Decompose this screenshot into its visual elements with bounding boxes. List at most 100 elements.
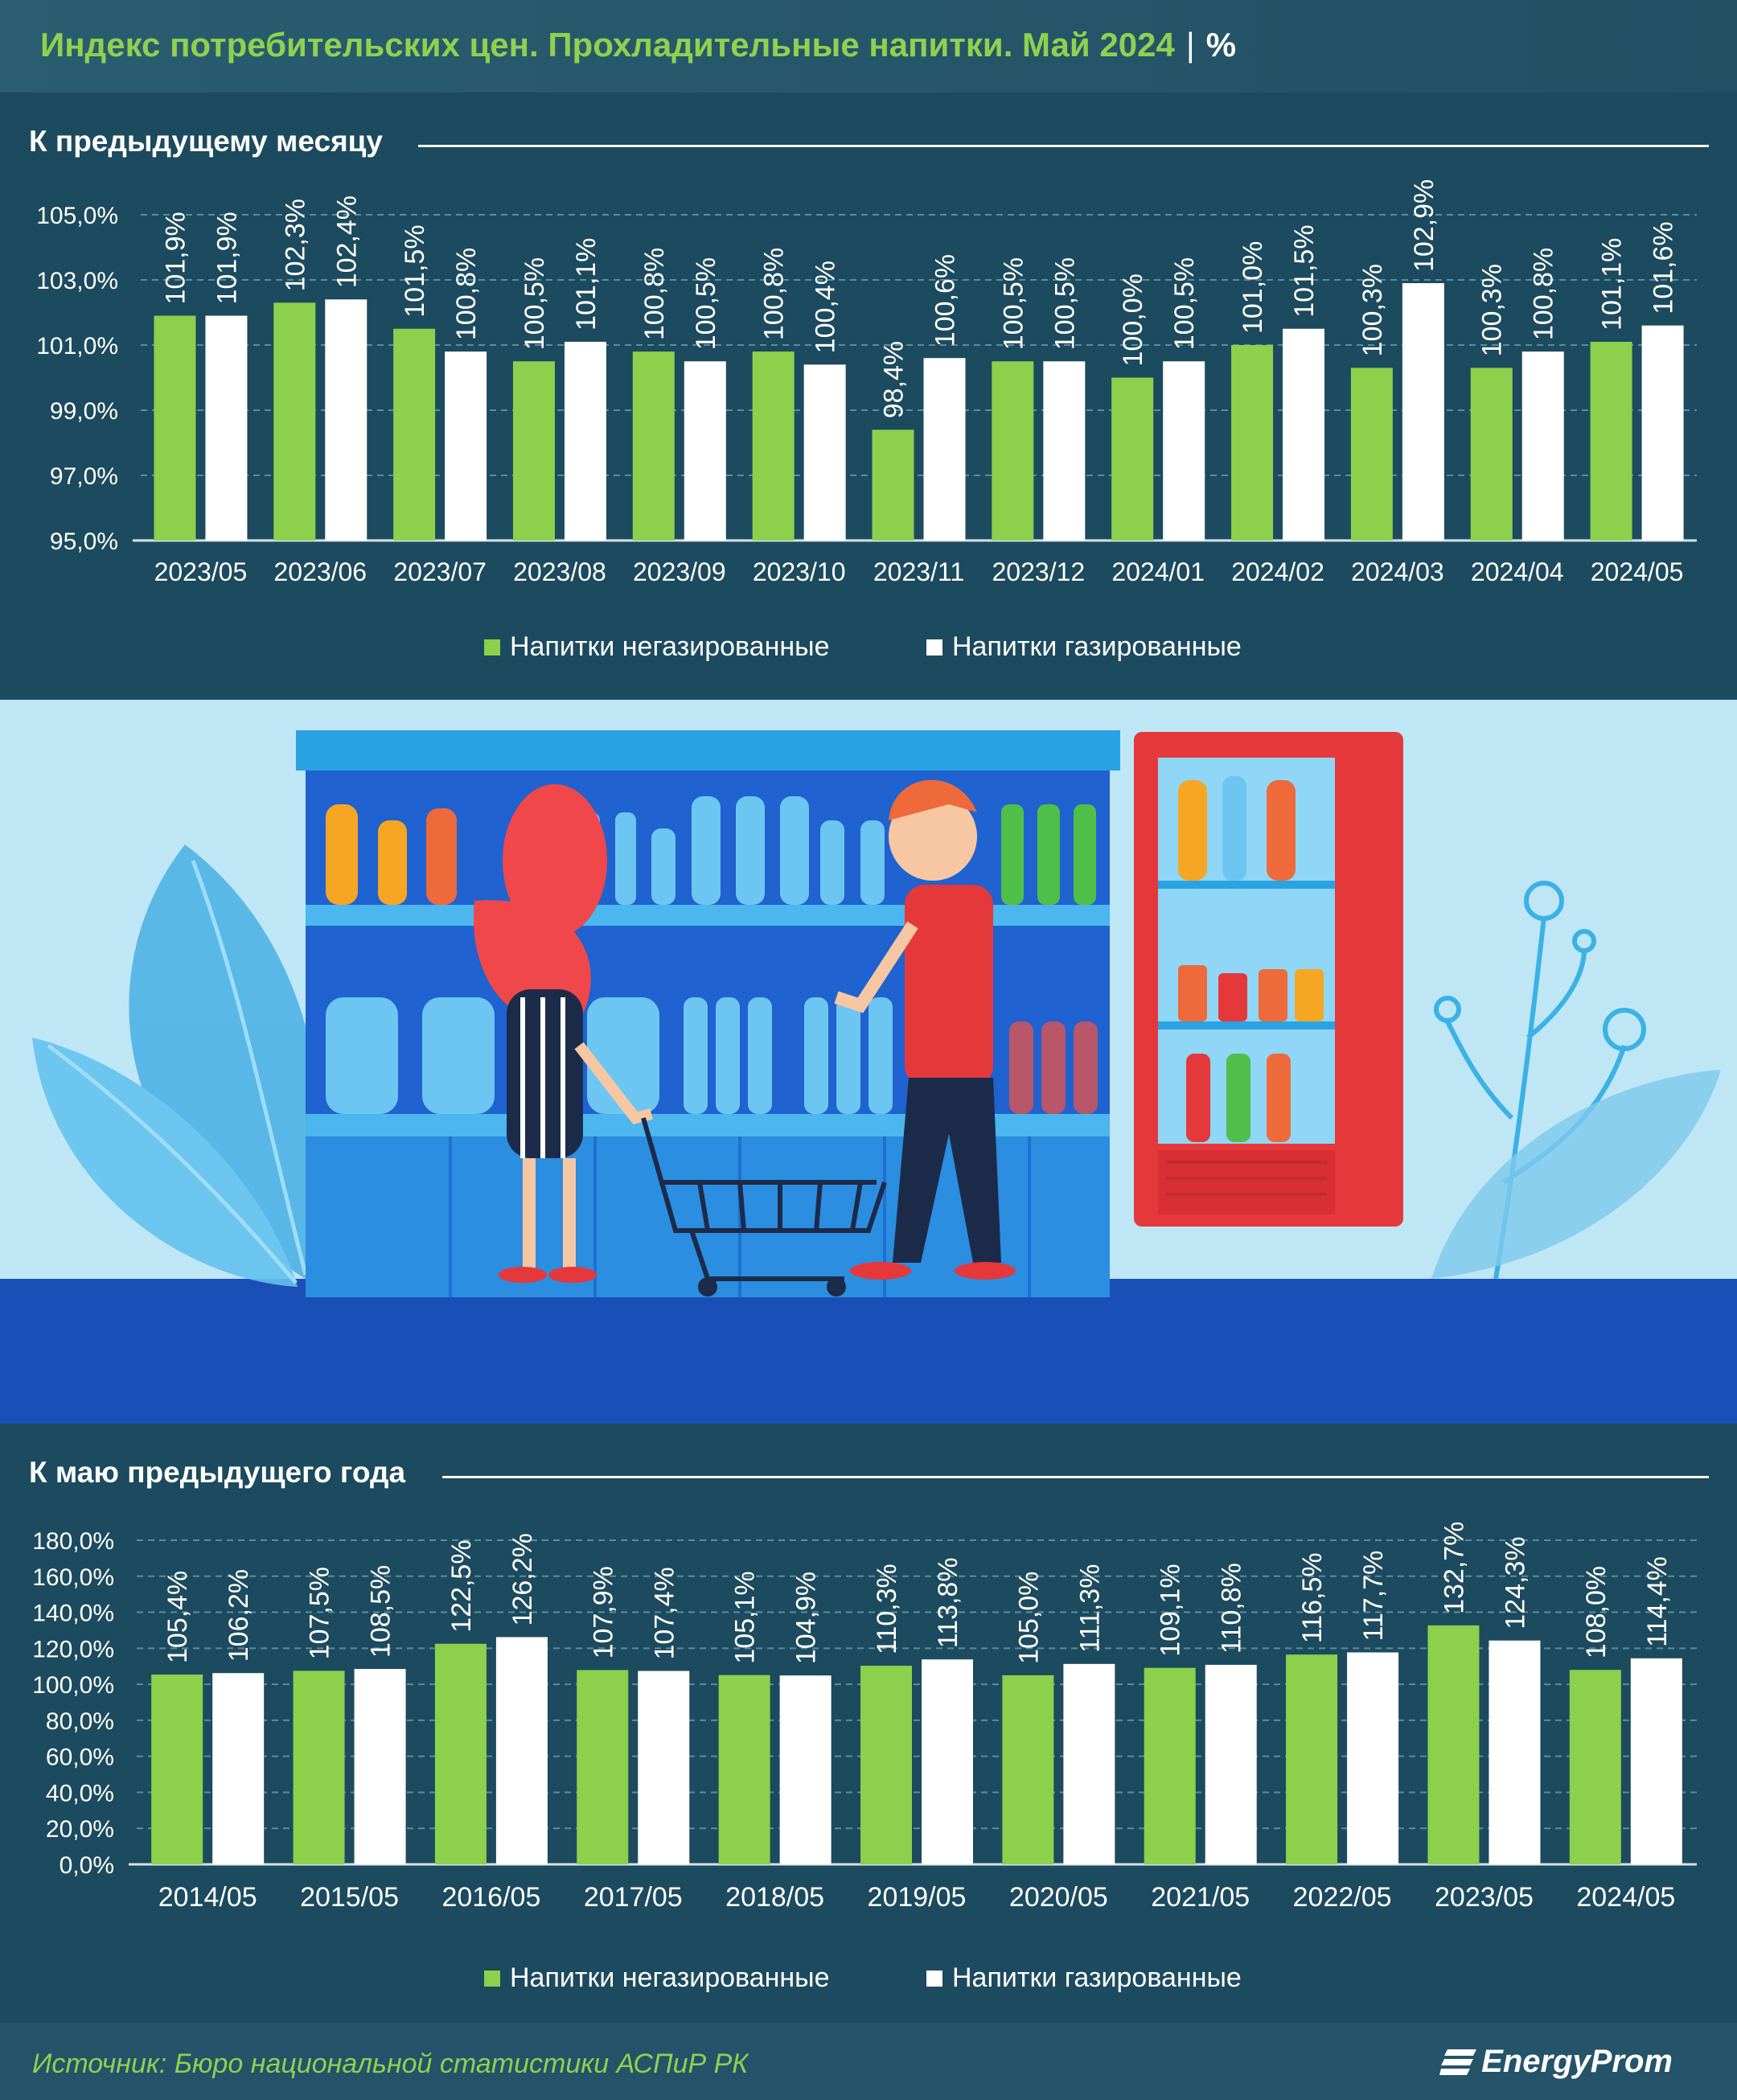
bar-value-label: 110,3% — [872, 1564, 902, 1654]
bar-value-label: 101,6% — [1649, 221, 1679, 314]
x-category-label: 2024/04 — [1471, 557, 1564, 586]
x-category-label: 2023/12 — [992, 557, 1086, 586]
bar-still — [752, 351, 795, 540]
monthly-title-rule — [418, 145, 1709, 147]
x-category-label: 2023/08 — [513, 557, 606, 586]
bar-still — [434, 1643, 487, 1864]
x-category-label: 2024/02 — [1231, 557, 1324, 586]
bar-sparkling — [1163, 361, 1205, 540]
bar-value-label: 107,5% — [305, 1567, 335, 1659]
bar-sparkling — [1630, 1658, 1682, 1864]
bar-value-label: 100,8% — [639, 248, 670, 340]
y-tick-label: 120,0% — [32, 1636, 114, 1662]
bar-sparkling — [325, 299, 368, 540]
bar-still — [293, 1671, 345, 1864]
title-separator: | — [1185, 26, 1195, 64]
bar-still — [1286, 1654, 1338, 1864]
bar-value-label: 100,8% — [451, 248, 482, 340]
x-category-label: 2019/05 — [868, 1882, 967, 1913]
bar-still — [151, 1675, 203, 1864]
bar-value-label: 113,8% — [933, 1557, 963, 1648]
bar-sparkling — [445, 351, 487, 540]
bar-value-label: 105,1% — [730, 1571, 761, 1663]
monthly-chart-panel: К предыдущему месяцу 95,0% 97,0% 99,0% 101,… — [0, 92, 1737, 700]
bar-value-label: 116,5% — [1297, 1552, 1328, 1643]
y-tick-label: 99,0% — [50, 398, 118, 425]
x-category-label: 2023/05 — [1435, 1882, 1534, 1913]
monthly-chart-svg: 95,0% 97,0% 99,0% 101,0% 103,0% 105,0% 101,9% 1… — [36, 179, 1697, 662]
y-tick-label: 105,0% — [36, 203, 118, 229]
bar-value-label: 102,4% — [331, 195, 362, 288]
bar-sparkling — [638, 1671, 690, 1864]
x-category-label: 2023/07 — [393, 557, 487, 586]
x-category-label: 2015/05 — [300, 1882, 399, 1913]
bar-still — [992, 361, 1034, 540]
bar-sparkling — [495, 1637, 548, 1864]
bar-value-label: 102,3% — [280, 199, 310, 291]
bar-sparkling — [354, 1669, 406, 1864]
y-tick-label: 0,0% — [60, 1852, 114, 1879]
bar-sparkling — [205, 315, 248, 540]
y-tick-label: 40,0% — [46, 1780, 114, 1806]
legend-swatch — [484, 639, 500, 655]
x-category-label: 2024/05 — [1591, 557, 1684, 586]
bar-still — [632, 351, 675, 540]
legend-label: Напитки негазированные — [510, 631, 830, 662]
bar-value-label: 102,9% — [1409, 179, 1439, 272]
bar-value-label: 100,5% — [519, 257, 550, 350]
bar-value-label: 117,7% — [1358, 1551, 1389, 1642]
bar-still — [1144, 1667, 1196, 1864]
x-category-label: 2014/05 — [158, 1882, 257, 1913]
bar-sparkling — [1347, 1652, 1399, 1864]
bar-value-label: 100,3% — [1477, 264, 1508, 356]
bar-sparkling — [1283, 328, 1325, 540]
x-category-label: 2022/05 — [1293, 1882, 1392, 1913]
bar-value-label: 105,0% — [1013, 1572, 1044, 1664]
bar-value-label: 114,4% — [1642, 1556, 1673, 1647]
bar-sparkling — [1402, 283, 1444, 540]
bar-value-label: 132,7% — [1439, 1522, 1469, 1614]
bar-value-label: 100,6% — [930, 254, 961, 347]
bar-still — [393, 328, 436, 540]
x-category-label: 2018/05 — [725, 1882, 824, 1913]
x-category-label: 2024/03 — [1351, 557, 1444, 586]
y-tick-label: 100,0% — [32, 1672, 114, 1699]
bar-value-label: 107,4% — [649, 1567, 680, 1659]
y-tick-label: 180,0% — [32, 1528, 114, 1555]
legend-swatch — [484, 1971, 500, 1987]
bar-value-label: 100,0% — [1118, 273, 1148, 366]
bar-value-label: 100,8% — [1529, 248, 1559, 340]
bar-still — [273, 302, 316, 540]
bar-value-label: 105,4% — [162, 1571, 193, 1663]
bar-value-label: 111,3% — [1074, 1564, 1105, 1653]
bar-value-label: 101,9% — [160, 212, 191, 304]
footer: Источник: Бюро национальной статистики А… — [0, 2023, 1737, 2100]
x-category-label: 2023/10 — [753, 557, 846, 586]
bar-still — [1590, 341, 1632, 540]
bar-sparkling — [564, 341, 606, 540]
title-main: Индекс потребительских цен. Прохладитель… — [40, 26, 1175, 64]
title-bar: Индекс потребительских цен. Прохладитель… — [0, 0, 1737, 92]
annual-title-rule — [442, 1476, 1709, 1478]
bar-value-label: 100,4% — [811, 261, 841, 353]
bar-value-label: 107,9% — [588, 1566, 618, 1658]
bar-value-label: 101,5% — [1289, 224, 1320, 317]
legend-swatch — [926, 639, 942, 655]
y-tick-label: 160,0% — [32, 1564, 114, 1591]
legend-label: Напитки газированные — [952, 631, 1242, 662]
bar-value-label: 126,2% — [507, 1533, 538, 1625]
bar-value-label: 110,8% — [1217, 1563, 1247, 1654]
annual-chart-svg: 0,0% 20,0% 40,0% 60,0% 80,0% 100,0% 120,0% 140,… — [32, 1522, 1697, 1993]
bar-sparkling — [923, 358, 966, 540]
x-category-label: 2021/05 — [1151, 1882, 1250, 1913]
bar-value-label: 100,5% — [691, 257, 721, 350]
bar-value-label: 100,8% — [759, 248, 790, 340]
brand-name: EnergyProm — [1481, 2044, 1673, 2079]
bar-value-label: 108,5% — [366, 1565, 396, 1658]
bar-value-label: 101,1% — [1597, 238, 1628, 331]
bar-value-label: 101,9% — [211, 212, 242, 304]
bar-still — [1470, 368, 1513, 540]
x-category-label: 2023/09 — [633, 557, 726, 586]
y-tick-label: 101,0% — [36, 333, 118, 360]
x-category-label: 2017/05 — [584, 1882, 683, 1913]
